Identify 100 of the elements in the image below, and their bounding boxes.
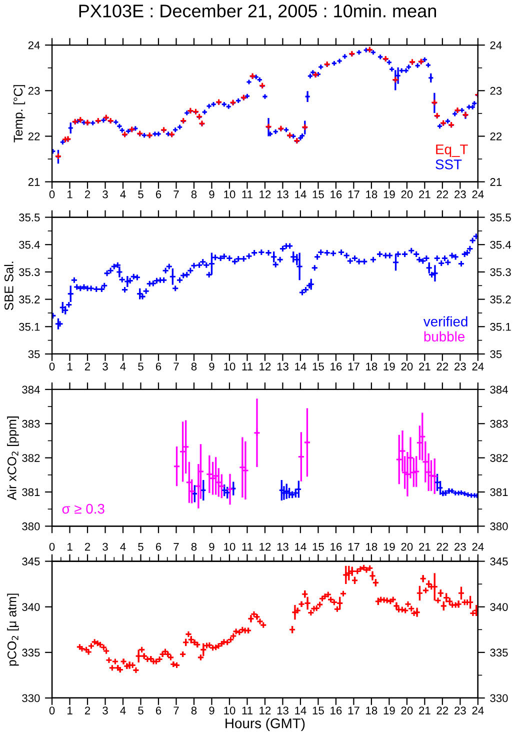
y2-tick-label: 35.2 <box>490 296 511 304</box>
x2-tick-label: 18 <box>366 542 378 551</box>
x-tick-label: 0 <box>49 706 55 714</box>
x-tick-label: 12 <box>260 190 271 198</box>
y-tick-label: 35 <box>28 350 40 358</box>
y2-tick-label: 335 <box>490 648 508 657</box>
x-tick-label: 2 <box>84 706 90 714</box>
y2-tick-label: 23 <box>490 86 502 95</box>
x-tick-label: 8 <box>191 362 197 370</box>
y2-tick-label: 345 <box>490 558 508 566</box>
x2-tick-label: 2 <box>84 542 90 551</box>
x-axis-title: Hours (GMT) <box>226 718 305 732</box>
x2-tick-label: 4 <box>120 542 126 551</box>
x-tick-label: 14 <box>295 190 306 198</box>
x-tick-label: 3 <box>102 706 108 714</box>
x2-tick-label: 7 <box>174 542 179 551</box>
x-tick-label: 0 <box>49 190 55 198</box>
x-tick-label: 6 <box>156 362 162 370</box>
y-tick-label: 35.1 <box>19 322 40 331</box>
x-tick-label: 17 <box>348 190 360 198</box>
y-tick-label: 330 <box>22 694 40 702</box>
y2-tick-label: 35 <box>490 350 502 358</box>
y-tick-label: 23 <box>28 86 40 95</box>
y2-tick-label: 383 <box>490 420 508 428</box>
x2-tick-label: 22 <box>436 542 448 551</box>
y-axis-title: pCO$_{2}$ [μ atm] <box>7 594 19 666</box>
x-tick-label: 7 <box>174 190 179 198</box>
x-tick-label: 23 <box>454 190 466 198</box>
x-tick-label: 20 <box>401 362 413 370</box>
x-tick-label: 11 <box>242 706 252 714</box>
x-tick-label: 17 <box>348 706 360 714</box>
x-tick-label: 21 <box>419 190 430 198</box>
x-tick-label: 10 <box>224 362 236 370</box>
x2-tick-label: 14 <box>295 542 306 551</box>
y-tick-label: 345 <box>22 558 40 566</box>
x-tick-label: 6 <box>156 190 162 198</box>
x-tick-label: 1 <box>68 706 72 714</box>
x-tick-label: 22 <box>436 362 448 370</box>
y2-tick-label: 35.5 <box>490 214 511 222</box>
x-tick-label: 13 <box>277 190 288 198</box>
x2-tick-label: 6 <box>156 542 162 551</box>
x-tick-label: 8 <box>191 706 197 714</box>
x-tick-label: 24 <box>472 706 484 714</box>
y2-tick-label: 340 <box>490 603 508 611</box>
x2-tick-label: 11 <box>242 542 252 551</box>
x-tick-label: 7 <box>174 706 179 714</box>
x-tick-label: 16 <box>330 362 342 370</box>
x-tick-label: 20 <box>401 190 413 198</box>
x-tick-label: 17 <box>348 362 360 370</box>
x2-tick-label: 21 <box>419 542 430 551</box>
x-tick-label: 21 <box>419 706 430 714</box>
x2-tick-label: 10 <box>224 542 236 551</box>
x-tick-label: 9 <box>209 362 214 370</box>
chart-title: PX103E : December 21, 2005 : 10min. mean <box>79 4 436 20</box>
y2-tick-label: 24 <box>490 41 502 50</box>
text: σ ≥ 0.3 <box>62 504 104 514</box>
y-tick-label: 35.4 <box>19 240 40 249</box>
x-tick-label: 4 <box>120 706 126 714</box>
x-tick-label: 4 <box>120 362 126 370</box>
x2-tick-label: 3 <box>102 542 108 551</box>
y-tick-label: 35.3 <box>19 268 40 276</box>
x2-tick-label: 19 <box>384 542 395 551</box>
y2-tick-label: 330 <box>490 694 508 702</box>
x-tick-label: 22 <box>436 190 448 198</box>
x-tick-label: 15 <box>312 190 324 198</box>
x-tick-label: 16 <box>330 190 342 198</box>
x-tick-label: 19 <box>384 706 395 714</box>
x-tick-label: 5 <box>138 190 144 198</box>
x-tick-label: 18 <box>366 190 378 198</box>
x-tick-label: 16 <box>330 706 342 714</box>
y2-tick-label: 35.3 <box>490 268 511 276</box>
x-tick-label: 4 <box>120 190 126 198</box>
y2-tick-label: 35.1 <box>490 322 511 331</box>
x2-tick-label: 20 <box>401 542 413 551</box>
x2-tick-label: 9 <box>209 542 214 551</box>
y-tick-label: 384 <box>22 386 40 394</box>
y-tick-label: 21 <box>28 178 40 186</box>
x-tick-label: 1 <box>68 190 72 198</box>
y-tick-label: 24 <box>28 41 40 50</box>
x-tick-label: 23 <box>454 706 466 714</box>
x-tick-label: 2 <box>84 190 90 198</box>
y-tick-label: 381 <box>22 488 40 496</box>
x-tick-label: 13 <box>277 706 288 714</box>
x-tick-label: 12 <box>260 362 271 370</box>
x-tick-label: 8 <box>191 190 197 198</box>
x-tick-label: 9 <box>209 706 214 714</box>
x2-tick-label: 8 <box>191 542 197 551</box>
y-tick-label: 383 <box>22 420 40 428</box>
y-tick-label: 22 <box>28 132 40 140</box>
x-tick-label: 14 <box>295 362 306 370</box>
x-tick-label: 3 <box>102 362 108 370</box>
y-tick-label: 35.2 <box>19 296 40 304</box>
x-tick-label: 23 <box>454 362 466 370</box>
x-tick-label: 6 <box>156 706 162 714</box>
x-tick-label: 7 <box>174 362 179 370</box>
x-tick-label: 9 <box>209 190 214 198</box>
x2-tick-label: 13 <box>277 542 288 551</box>
x-tick-label: 15 <box>312 362 324 370</box>
y-axis-title: Temp. [°C] <box>13 85 26 142</box>
x-tick-label: 24 <box>472 362 484 370</box>
